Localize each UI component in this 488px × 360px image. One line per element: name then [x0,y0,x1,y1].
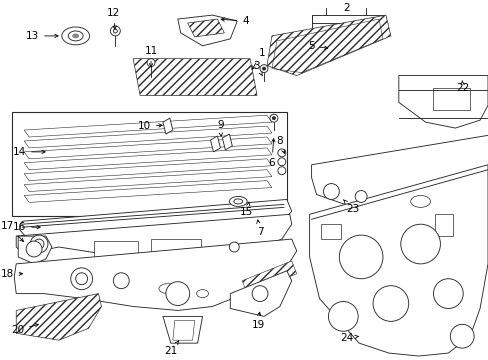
Text: 13: 13 [26,31,58,41]
Text: 18: 18 [1,269,22,279]
Circle shape [432,279,462,309]
Polygon shape [24,115,271,137]
Bar [435,214,452,236]
Polygon shape [163,118,172,134]
Circle shape [323,184,339,199]
Text: 20: 20 [11,324,39,335]
Text: 2: 2 [342,3,349,13]
Ellipse shape [229,197,246,206]
Circle shape [400,224,440,264]
Ellipse shape [73,34,79,38]
Polygon shape [24,126,271,148]
Text: 14: 14 [13,147,45,157]
Ellipse shape [159,284,177,294]
Text: 21: 21 [164,341,178,356]
Circle shape [110,26,120,36]
Polygon shape [24,181,271,202]
Polygon shape [170,288,184,301]
Text: 4: 4 [221,16,248,26]
Polygon shape [210,136,220,152]
Text: 6: 6 [268,139,275,168]
Circle shape [277,149,285,157]
Circle shape [229,242,239,252]
Polygon shape [24,170,271,192]
Ellipse shape [68,31,83,41]
Polygon shape [230,271,291,316]
Circle shape [113,273,129,289]
Text: 16: 16 [13,222,40,232]
Text: 19: 19 [251,312,264,330]
Circle shape [252,286,267,302]
Text: 10: 10 [138,121,162,131]
Circle shape [372,286,408,321]
Ellipse shape [410,195,429,207]
Circle shape [328,302,357,331]
Circle shape [277,158,285,166]
Polygon shape [133,59,257,95]
Polygon shape [18,236,52,264]
Ellipse shape [196,290,208,298]
Bar [93,241,138,259]
Circle shape [354,190,366,202]
Text: 8: 8 [276,136,285,153]
Circle shape [272,117,275,120]
Circle shape [71,268,92,290]
Polygon shape [24,148,271,170]
Text: 17: 17 [1,221,23,242]
Circle shape [260,65,267,73]
Circle shape [165,282,189,306]
Text: 7: 7 [256,220,263,237]
Polygon shape [14,239,296,310]
Polygon shape [398,76,487,128]
Bar [431,89,469,110]
Text: 15: 15 [240,202,253,217]
Polygon shape [311,15,382,23]
Text: 9: 9 [217,120,223,136]
Text: 22: 22 [455,81,468,94]
Polygon shape [311,135,488,214]
Polygon shape [24,159,271,181]
Polygon shape [24,137,271,159]
Circle shape [147,59,155,67]
Polygon shape [19,199,291,237]
Circle shape [34,239,44,249]
Bar [12,112,286,216]
Circle shape [277,167,285,175]
Circle shape [113,29,117,33]
Polygon shape [16,214,291,264]
Text: 23: 23 [343,199,359,215]
Polygon shape [222,134,232,150]
Bar [321,224,341,239]
Circle shape [30,235,48,253]
Circle shape [262,67,265,70]
Polygon shape [187,19,224,37]
Polygon shape [16,294,101,340]
Text: 5: 5 [307,41,327,51]
Polygon shape [172,320,194,340]
Ellipse shape [61,27,89,45]
Text: 24: 24 [339,333,358,343]
Bar [151,239,200,259]
Polygon shape [266,15,390,76]
Bar [454,185,469,202]
Ellipse shape [233,199,242,204]
Polygon shape [163,316,202,343]
Text: 11: 11 [144,46,157,67]
Text: 3: 3 [253,60,262,76]
Polygon shape [309,165,487,356]
Polygon shape [178,15,237,46]
Circle shape [449,324,473,348]
Circle shape [26,241,42,257]
Circle shape [269,114,277,122]
Circle shape [339,235,382,279]
Polygon shape [242,261,296,294]
Text: 1: 1 [251,48,265,69]
Circle shape [76,273,87,285]
Text: 12: 12 [106,8,120,29]
